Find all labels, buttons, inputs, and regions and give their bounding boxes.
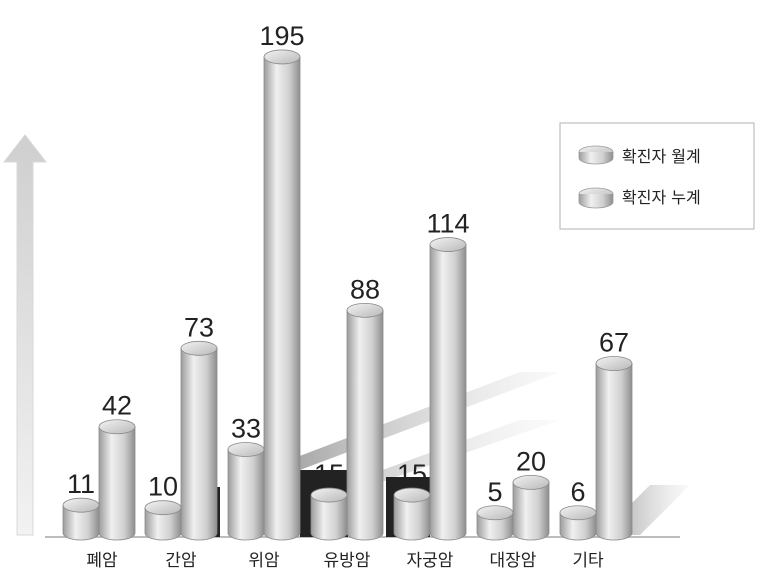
bars-layer: [62, 49, 690, 541]
value-label: 20: [516, 446, 546, 476]
value-label: 5: [487, 477, 502, 507]
category-label: 위암: [248, 551, 280, 571]
value-label: 15: [314, 459, 344, 489]
bar-cumulative: [263, 49, 301, 541]
bar-cumulative: [429, 237, 467, 541]
category-label: 기타: [572, 551, 604, 571]
bar-monthly: [310, 487, 348, 541]
bar-monthly: [144, 500, 182, 541]
value-label: 33: [231, 414, 261, 444]
labels-layer: 11 42 10 73 33 195 15 88 15 114 5 20 6 67: [67, 21, 629, 507]
bar-cumulative: [180, 340, 218, 541]
value-label: 88: [350, 274, 380, 304]
value-label: 42: [102, 391, 132, 421]
bar-monthly: [476, 505, 514, 541]
value-label: 10: [148, 472, 178, 502]
legend-box: [559, 122, 755, 230]
legend-swatch-cumulative: [578, 187, 614, 209]
bar-cumulative: [346, 302, 384, 541]
value-label: 114: [426, 209, 469, 239]
category-labels: 폐암 간암 위암 유방암 자궁암 대장암 기타: [86, 551, 604, 571]
category-label: 자궁암: [407, 551, 454, 571]
legend-label-cumulative: 확진자 누계: [622, 188, 701, 207]
bar-monthly: [559, 505, 597, 541]
value-label: 67: [599, 327, 629, 357]
value-label: 6: [570, 477, 585, 507]
category-label: 대장암: [490, 551, 537, 571]
legend-label-monthly: 확진자 월계: [622, 147, 701, 166]
bar-cumulative: [595, 356, 633, 541]
legend-swatch-monthly: [578, 145, 614, 165]
bar-cumulative: [512, 474, 550, 541]
value-label: 195: [259, 21, 304, 51]
legend: 확진자 월계 확진자 누계: [559, 122, 755, 230]
value-label: 15: [397, 459, 427, 489]
bar-monthly: [227, 442, 265, 541]
bar-monthly: [62, 497, 100, 541]
category-label: 폐암: [86, 551, 118, 571]
category-label: 간암: [165, 551, 197, 571]
value-label: 11: [67, 469, 95, 499]
value-label: 73: [184, 312, 214, 342]
bar-cumulative: [98, 419, 136, 541]
y-axis-arrow: [2, 134, 48, 536]
bar-monthly: [393, 487, 431, 541]
category-label: 유방암: [324, 551, 371, 571]
